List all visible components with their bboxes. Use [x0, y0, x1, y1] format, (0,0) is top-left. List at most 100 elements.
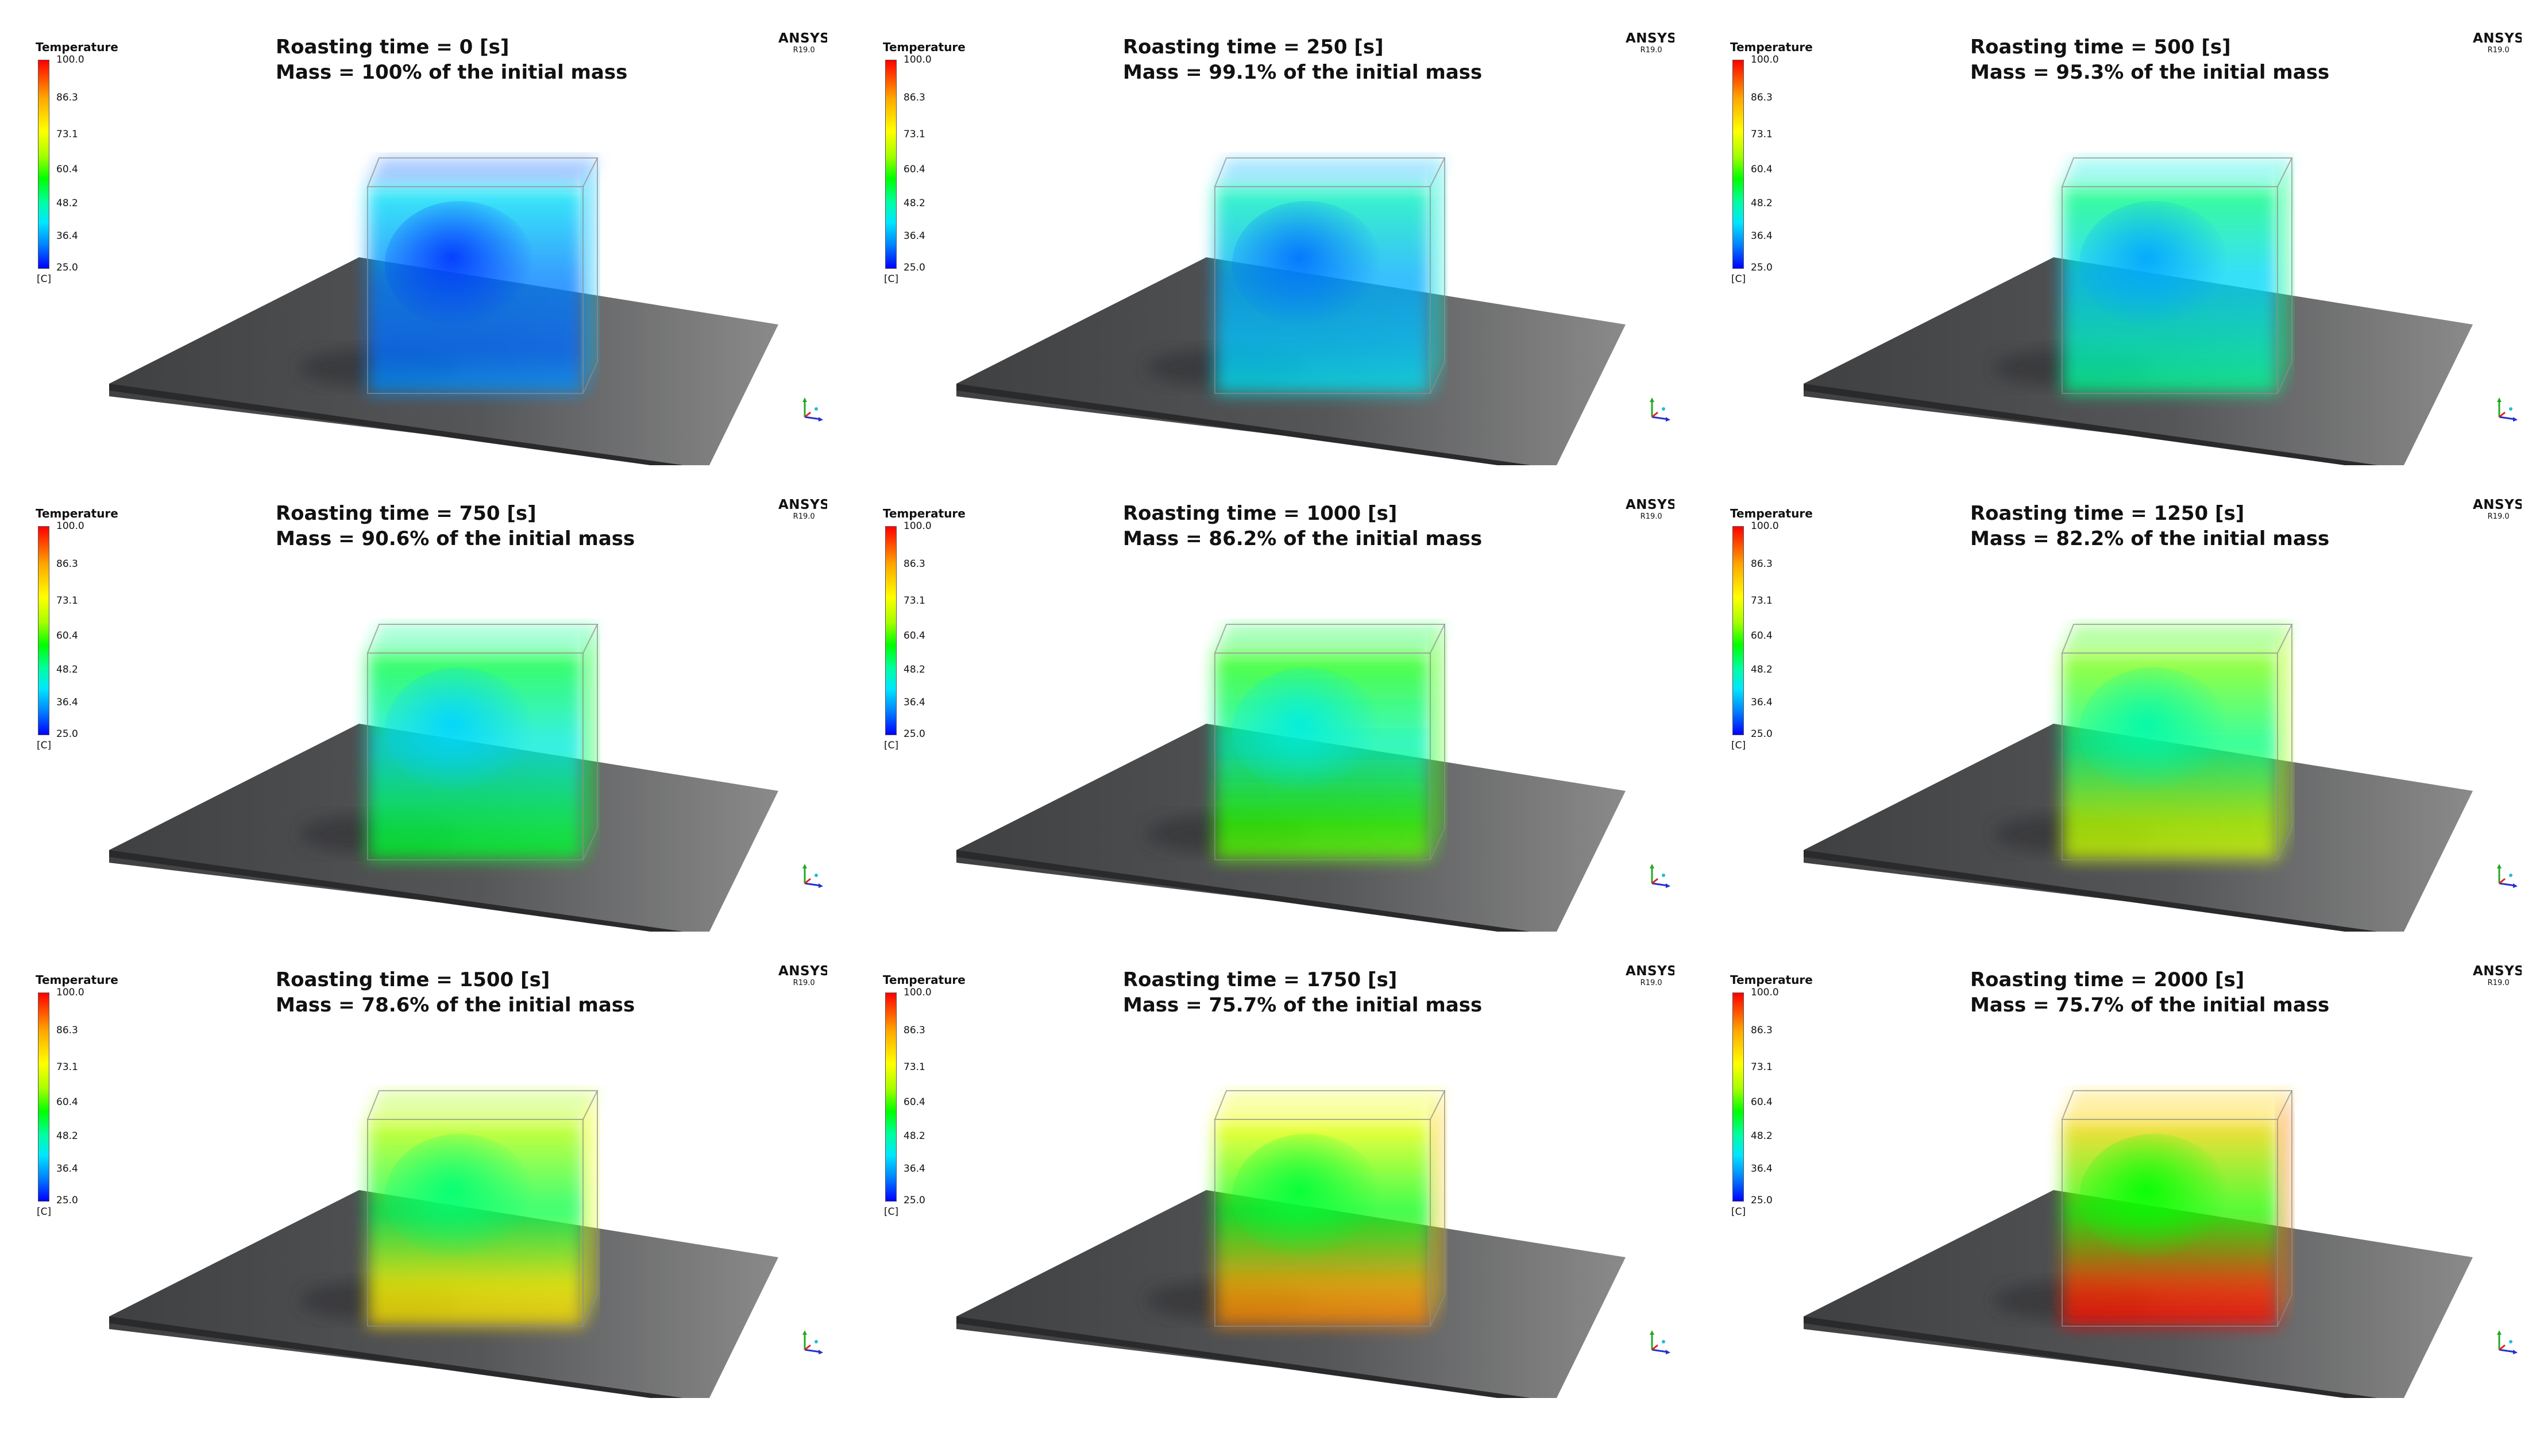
coffee-bean-volume: [366, 157, 599, 394]
colorbar-tick-label: 60.4: [904, 630, 925, 642]
roasting-time-label: Roasting time = 0 [s]: [276, 36, 509, 59]
colorbar-tick-label: 48.2: [56, 198, 78, 210]
colorbar-tick-label: 100.0: [904, 987, 932, 998]
colorbar-tick-label: 36.4: [1751, 230, 1773, 242]
mass-label: Mass = 99.1% of the initial mass: [1123, 61, 1483, 84]
ansys-logo: ANSYS R19.0: [2473, 965, 2522, 987]
colorbar-tick-label: 100.0: [1751, 520, 1779, 532]
colorbar-tick-label: 100.0: [904, 520, 932, 532]
temperature-legend: Temperature 100.0 86.3 73.1 60.4 48.2 36.4 25.0…: [881, 973, 995, 1218]
logo-main-text: ANSYS: [2473, 31, 2522, 46]
logo-version-text: R19.0: [1640, 979, 1662, 987]
axis-triad-icon: [2497, 1330, 2518, 1354]
legend-unit: [C]: [1731, 740, 1746, 751]
axis-triad-icon: [2497, 864, 2518, 888]
roasting-time-label: Roasting time = 2000 [s]: [1970, 968, 2245, 991]
legend-title: Temperature: [36, 973, 118, 987]
colorbar: [1732, 992, 1744, 1202]
coffee-bean-volume: [2061, 1090, 2293, 1327]
colorbar-tick-label: 100.0: [1751, 54, 1779, 65]
axis-triad-icon: [2497, 397, 2518, 422]
colorbar-tick-label: 100.0: [56, 987, 84, 998]
mass-label: Mass = 82.2% of the initial mass: [1970, 527, 2330, 550]
colorbar: [1732, 526, 1744, 735]
colorbar-tick-label: 86.3: [56, 92, 78, 104]
colorbar-tick-label: 25.0: [904, 262, 925, 273]
logo-version-text: R19.0: [2487, 46, 2510, 55]
colorbar-tick-label: 25.0: [56, 1195, 78, 1206]
axis-triad-icon: [802, 1330, 823, 1354]
colorbar: [1732, 60, 1744, 269]
colorbar-tick-label: 86.3: [1751, 92, 1773, 104]
temperature-legend: Temperature 100.0 86.3 73.1 60.4 48.2 36.4 25.0…: [881, 40, 995, 285]
logo-main-text: ANSYS: [1626, 497, 1674, 512]
simulation-panel: Temperature 100.0 86.3 73.1 60.4 48.2 36.4 25.0…: [0, 466, 827, 932]
mass-label: Mass = 86.2% of the initial mass: [1123, 527, 1483, 550]
logo-version-text: R19.0: [1640, 46, 1662, 55]
colorbar-tick-label: 100.0: [1751, 987, 1779, 998]
colorbar-tick-label: 73.1: [1751, 594, 1773, 607]
colorbar: [885, 992, 897, 1202]
colorbar-tick-label: 60.4: [1751, 164, 1773, 176]
roasting-time-label: Roasting time = 500 [s]: [1970, 36, 2231, 59]
logo-version-text: R19.0: [793, 979, 815, 987]
roasting-time-label: Roasting time = 1500 [s]: [276, 968, 550, 991]
legend-unit: [C]: [1731, 273, 1746, 285]
ansys-logo: ANSYS R19.0: [2473, 499, 2522, 521]
colorbar-tick-label: 86.3: [904, 92, 925, 104]
temperature-legend: Temperature 100.0 86.3 73.1 60.4 48.2 36.4 25.0…: [881, 507, 995, 751]
colorbar-tick-label: 48.2: [56, 664, 78, 676]
mass-label: Mass = 75.7% of the initial mass: [1970, 994, 2330, 1017]
colorbar-tick-label: 36.4: [56, 696, 78, 708]
logo-main-text: ANSYS: [778, 964, 827, 979]
coffee-bean-volume: [2061, 157, 2293, 394]
colorbar: [38, 526, 49, 735]
colorbar-tick-label: 48.2: [56, 1130, 78, 1142]
roasting-time-label: Roasting time = 1250 [s]: [1970, 502, 2245, 525]
colorbar-tick-label: 73.1: [56, 128, 78, 140]
colorbar-tick-label: 73.1: [904, 1061, 925, 1073]
legend-unit: [C]: [884, 273, 899, 285]
logo-main-text: ANSYS: [1626, 31, 1674, 46]
logo-version-text: R19.0: [2487, 979, 2510, 987]
mass-label: Mass = 100% of the initial mass: [276, 61, 628, 84]
mass-label: Mass = 90.6% of the initial mass: [276, 527, 635, 550]
legend-title: Temperature: [36, 40, 118, 54]
colorbar-tick-label: 100.0: [56, 54, 84, 65]
ansys-logo: ANSYS R19.0: [2473, 31, 2522, 55]
axis-triad-icon: [1650, 864, 1670, 888]
legend-title: Temperature: [1730, 40, 1813, 54]
legend-unit: [C]: [884, 1206, 899, 1218]
coffee-bean-volume: [1214, 624, 1446, 860]
colorbar-tick-label: 73.1: [56, 1061, 78, 1073]
colorbar-tick-label: 36.4: [1751, 696, 1773, 708]
colorbar-tick-label: 60.4: [56, 1096, 78, 1109]
coffee-bean-volume: [1214, 157, 1446, 394]
colorbar-tick-label: 60.4: [56, 630, 78, 642]
coffee-bean-volume: [366, 1090, 599, 1327]
colorbar-tick-label: 48.2: [1751, 664, 1773, 676]
roasting-time-label: Roasting time = 1750 [s]: [1123, 968, 1398, 991]
colorbar-tick-label: 48.2: [904, 1130, 925, 1142]
temperature-legend: Temperature 100.0 86.3 73.1 60.4 48.2 36.4 25.0…: [33, 507, 148, 751]
mass-label: Mass = 75.7% of the initial mass: [1123, 994, 1483, 1017]
colorbar-tick-label: 100.0: [904, 54, 932, 65]
colorbar-tick-label: 25.0: [56, 262, 78, 273]
temperature-legend: Temperature 100.0 86.3 73.1 60.4 48.2 36.4 25.0…: [33, 40, 148, 285]
roasting-scene: [109, 157, 778, 465]
ansys-logo: ANSYS R19.0: [778, 965, 827, 987]
colorbar-tick-label: 86.3: [56, 558, 78, 570]
colorbar-tick-label: 86.3: [904, 558, 925, 570]
colorbar-tick-label: 48.2: [904, 198, 925, 210]
roasting-scene: [109, 1090, 778, 1398]
legend-unit: [C]: [884, 740, 899, 751]
logo-version-text: R19.0: [793, 512, 815, 521]
ansys-logo: ANSYS R19.0: [778, 32, 827, 55]
colorbar-tick-label: 86.3: [1751, 558, 1773, 570]
colorbar-tick-label: 60.4: [1751, 630, 1773, 642]
colorbar-tick-label: 73.1: [1751, 128, 1773, 140]
colorbar-tick-label: 73.1: [904, 128, 925, 140]
axis-triad-icon: [802, 864, 823, 888]
coffee-bean-volume: [1214, 1090, 1446, 1327]
